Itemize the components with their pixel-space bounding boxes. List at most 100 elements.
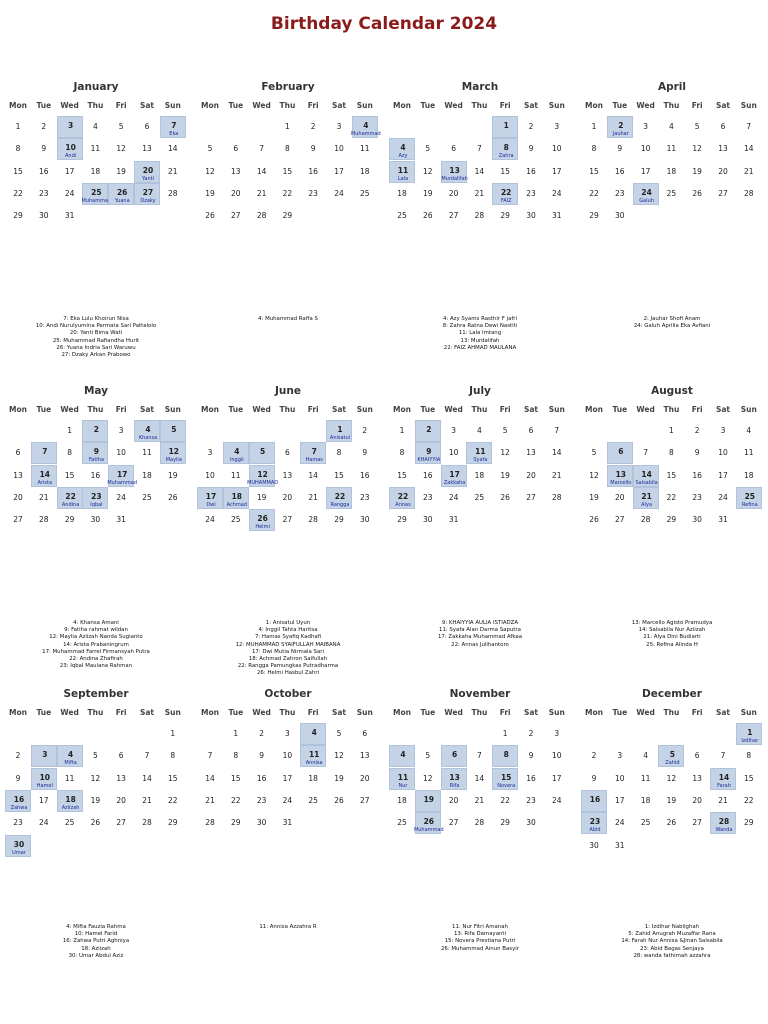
day-number: 25 — [474, 492, 485, 502]
day-cell: 16 — [31, 161, 57, 183]
day-cell: 18 — [658, 161, 684, 183]
day-number: 12 — [116, 144, 126, 154]
weekday-label: Mon — [201, 101, 219, 110]
day-cell: 14 — [544, 442, 570, 464]
day-number: 3 — [336, 122, 342, 131]
day-cell: 3 — [274, 723, 300, 745]
day-number: 23 — [360, 492, 370, 502]
birthday-day-cell: 2 — [414, 420, 441, 442]
day-cell: 5 — [415, 138, 441, 160]
month-january: January Mon Tue Wed Thu Fri Sat Sun 1 2 3 4 5 6 7 Eka 8 9… — [5, 81, 187, 241]
day-cell: 2 — [249, 723, 275, 745]
day-number: 2 — [41, 122, 47, 131]
day-number: 24 — [641, 187, 652, 197]
day-cell: 21 — [544, 465, 570, 487]
day-cell: 16 — [352, 465, 378, 487]
day-cell: 20 — [607, 487, 633, 509]
day-number: 10 — [448, 448, 459, 458]
birthday-day-cell: 17 Muhammad — [107, 464, 137, 487]
weekday-label: Fri — [499, 101, 511, 110]
legend-entry: 16: Zahwa Putri Aghniya — [62, 938, 130, 945]
legend-entry: 22: Rangga Pamungkas Putradharma — [237, 663, 339, 670]
day-cell: 4 — [736, 420, 762, 442]
day-number: 12 — [205, 166, 215, 176]
day-cell: 25 — [466, 487, 492, 509]
day-number: 17 — [718, 470, 728, 480]
day-cell: 2 — [352, 420, 378, 442]
day-number: 24 — [334, 188, 344, 198]
birthday-name: Khansa — [138, 435, 158, 441]
day-cell: 23 — [607, 183, 633, 205]
day-number: 5 — [669, 750, 675, 760]
day-cell: 28 — [249, 205, 275, 227]
day-cell: 22 — [274, 183, 300, 205]
day-number: 25 — [231, 515, 241, 525]
day-number: 25 — [308, 795, 318, 805]
birthday-day-cell: 6 — [440, 745, 467, 768]
month-name: March — [461, 81, 499, 93]
day-cell: 11 — [658, 138, 684, 160]
day-cell: 15 — [57, 465, 83, 487]
day-number: 20 — [142, 165, 154, 175]
day-cell: 18 — [633, 790, 659, 812]
birthday-day-cell: 8 — [492, 745, 519, 768]
day-number: 14 — [168, 144, 178, 154]
day-cell: 5 — [684, 116, 710, 138]
day-number: 6 — [285, 448, 290, 458]
day-number: 5 — [425, 144, 431, 154]
birthday-day-cell: 22 FAIZ — [492, 182, 519, 205]
birthday-day-cell: 4 — [300, 723, 327, 745]
day-number: 19 — [334, 773, 344, 783]
day-number: 4 — [643, 751, 648, 761]
day-cell: 20 — [223, 183, 249, 205]
day-cell: 10 — [274, 745, 300, 767]
day-cell: 26 — [160, 487, 186, 509]
day-number: 18 — [231, 491, 243, 501]
day-cell: 26 — [492, 487, 518, 509]
weekday-label: Tue — [420, 405, 436, 414]
day-number: 12 — [423, 166, 433, 176]
day-number: 17 — [334, 166, 344, 176]
day-number: 25 — [142, 492, 152, 502]
day-number: 20 — [116, 795, 126, 805]
day-number: 6 — [233, 144, 239, 154]
birthday-day-cell: 1 Anisatul — [326, 420, 352, 442]
day-cell: 2 — [31, 116, 57, 138]
legend-entry: 22: Annas Julihantoro — [451, 641, 509, 648]
day-cell: 30 — [684, 509, 710, 531]
weekday-label: Sun — [356, 405, 373, 414]
day-number: 11 — [640, 773, 651, 783]
day-number: 30 — [526, 211, 536, 221]
day-number: 14 — [552, 448, 562, 458]
day-cell: 16 — [415, 465, 441, 487]
day-number: 1 — [337, 425, 343, 434]
day-cell: 5 — [82, 745, 108, 767]
day-number: 30 — [13, 839, 25, 849]
day-cell: 29 — [389, 509, 415, 531]
birthday-legend-october: 11: Annisa Azzahra R — [193, 924, 383, 931]
birthday-day-cell: 11 Syafa — [466, 442, 493, 465]
birthday-day-cell: 26 Yuana — [108, 182, 135, 205]
day-number: 21 — [308, 492, 318, 502]
birthday-name: Izdihar — [741, 738, 759, 744]
day-cell: 19 — [82, 790, 108, 812]
legend-entry: 7: Eka Lulu Khoirun Nisa — [63, 316, 129, 322]
birthday-name: Lala — [397, 175, 409, 182]
day-number: 18 — [640, 795, 651, 805]
day-number: 27 — [448, 211, 459, 221]
day-cell: 28 — [466, 812, 492, 834]
day-cell: 1 — [389, 420, 415, 442]
weekday-label: Wed — [444, 405, 463, 414]
day-number: 3 — [451, 426, 456, 435]
day-number: 14 — [641, 469, 652, 479]
day-number: 20 — [448, 188, 459, 198]
birthday-day-cell: 22 Rangga — [326, 486, 352, 509]
day-number: 4 — [145, 425, 151, 434]
day-number: 13 — [231, 166, 241, 176]
birthday-legend-april: 2: Jauhar Shofi Anam 24: Galuh Aprilia Ek… — [577, 316, 767, 330]
day-number: 8 — [669, 448, 674, 458]
day-number: 26 — [589, 515, 599, 525]
day-cell: 28 — [160, 183, 186, 205]
day-cell: 21 — [249, 183, 275, 205]
weekday-label: Sun — [164, 405, 181, 414]
